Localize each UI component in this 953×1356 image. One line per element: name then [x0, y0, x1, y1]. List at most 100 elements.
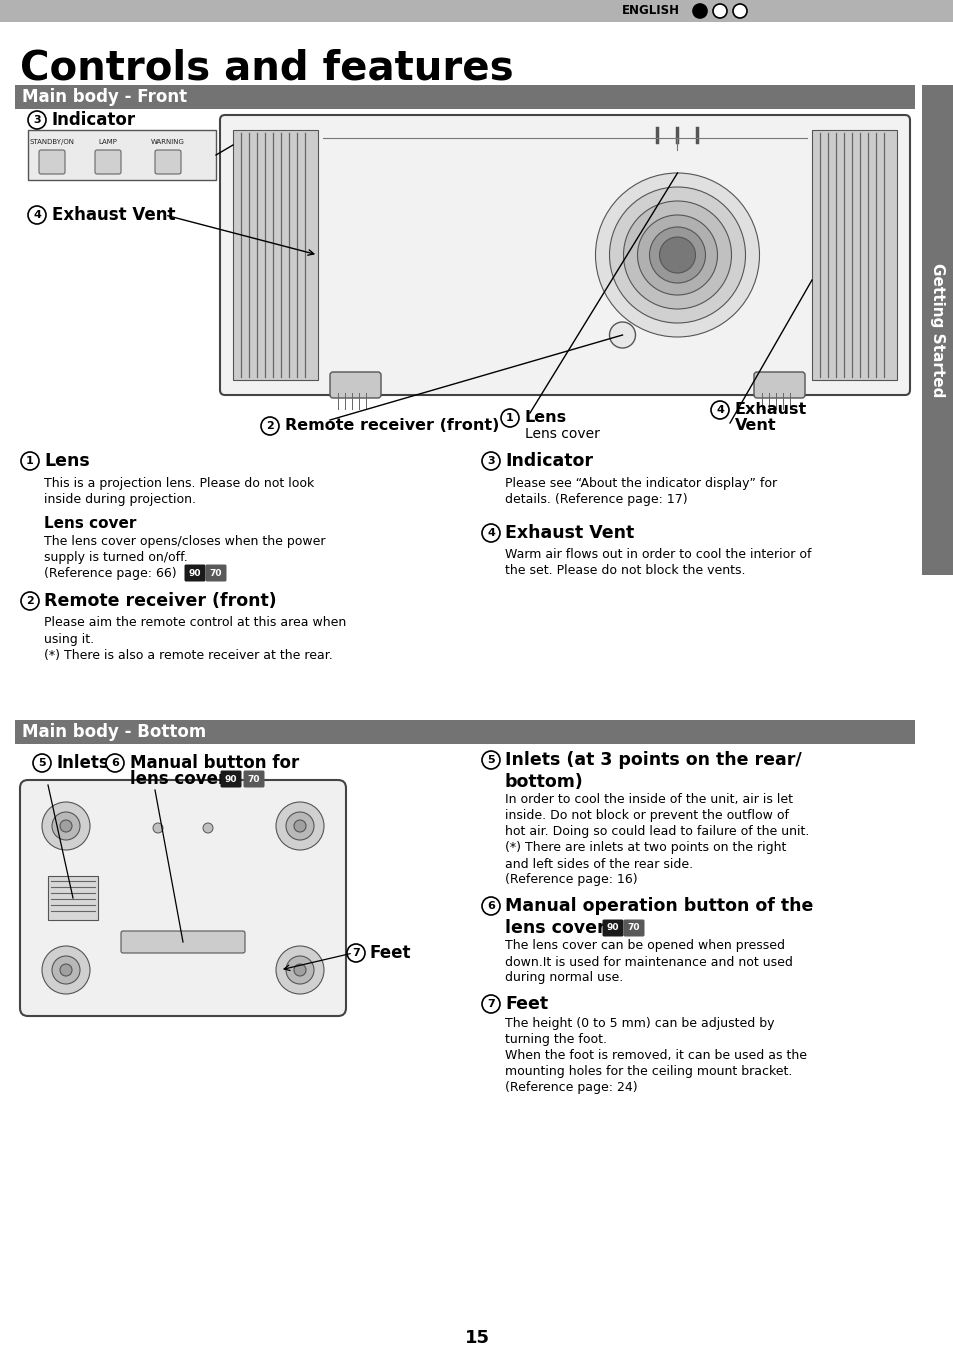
Text: Feet: Feet	[504, 995, 548, 1013]
Text: LAMP: LAMP	[98, 140, 117, 145]
FancyBboxPatch shape	[154, 151, 181, 174]
Text: The height (0 to 5 mm) can be adjusted by: The height (0 to 5 mm) can be adjusted b…	[504, 1017, 774, 1031]
Text: ENGLISH: ENGLISH	[621, 4, 679, 18]
Text: Inlets: Inlets	[57, 754, 110, 772]
FancyBboxPatch shape	[220, 770, 241, 788]
Circle shape	[609, 321, 635, 348]
Text: Main body - Bottom: Main body - Bottom	[22, 723, 206, 740]
Text: 3: 3	[33, 115, 41, 125]
Text: Exhaust: Exhaust	[734, 403, 806, 418]
Circle shape	[261, 418, 278, 435]
Text: inside during projection.: inside during projection.	[44, 492, 195, 506]
Text: Lens: Lens	[44, 452, 90, 471]
Text: (Reference page: 16): (Reference page: 16)	[504, 873, 637, 887]
Text: 90: 90	[189, 568, 201, 578]
Circle shape	[692, 4, 706, 18]
Text: Please see “About the indicator display” for: Please see “About the indicator display”…	[504, 476, 777, 490]
Text: Exhaust Vent: Exhaust Vent	[504, 523, 634, 542]
Text: The lens cover opens/closes when the power: The lens cover opens/closes when the pow…	[44, 534, 325, 548]
Text: Exhaust Vent: Exhaust Vent	[52, 206, 175, 224]
Text: lens cover: lens cover	[504, 919, 605, 937]
Text: Lens: Lens	[524, 411, 566, 426]
Text: Feet: Feet	[370, 944, 411, 961]
Circle shape	[275, 946, 324, 994]
Text: supply is turned on/off.: supply is turned on/off.	[44, 551, 188, 564]
Circle shape	[28, 206, 46, 224]
Text: down.It is used for maintenance and not used: down.It is used for maintenance and not …	[504, 956, 792, 968]
Text: (*) There are inlets at two points on the right: (*) There are inlets at two points on th…	[504, 842, 785, 854]
Text: 70: 70	[248, 774, 260, 784]
Circle shape	[595, 174, 759, 338]
Circle shape	[294, 820, 306, 833]
Circle shape	[286, 956, 314, 984]
Circle shape	[203, 823, 213, 833]
Circle shape	[481, 751, 499, 769]
Text: Indicator: Indicator	[52, 111, 136, 129]
Text: STANDBY/ON: STANDBY/ON	[30, 140, 74, 145]
Text: using it.: using it.	[44, 632, 94, 645]
FancyBboxPatch shape	[330, 372, 380, 399]
Text: details. (Reference page: 17): details. (Reference page: 17)	[504, 492, 687, 506]
Text: 90: 90	[606, 923, 618, 933]
Text: Main body - Front: Main body - Front	[22, 88, 187, 106]
FancyBboxPatch shape	[28, 130, 215, 180]
Text: Manual button for: Manual button for	[130, 754, 299, 772]
Circle shape	[712, 4, 726, 18]
Bar	[811, 130, 896, 380]
Text: 2: 2	[266, 420, 274, 431]
Circle shape	[21, 593, 39, 610]
Text: WARNING: WARNING	[151, 140, 185, 145]
Text: 4: 4	[487, 527, 495, 538]
Circle shape	[60, 964, 71, 976]
Circle shape	[106, 754, 124, 772]
Circle shape	[623, 201, 731, 309]
Circle shape	[481, 995, 499, 1013]
Circle shape	[649, 226, 705, 283]
Circle shape	[52, 956, 80, 984]
Text: The lens cover can be opened when pressed: The lens cover can be opened when presse…	[504, 940, 784, 952]
Text: hot air. Doing so could lead to failure of the unit.: hot air. Doing so could lead to failure …	[504, 826, 808, 838]
Text: Controls and features: Controls and features	[20, 47, 513, 88]
Circle shape	[294, 964, 306, 976]
FancyBboxPatch shape	[602, 919, 623, 937]
Text: Getting Started: Getting Started	[929, 263, 944, 397]
Bar	[15, 85, 914, 108]
Text: mounting holes for the ceiling mount bracket.: mounting holes for the ceiling mount bra…	[504, 1066, 792, 1078]
FancyBboxPatch shape	[121, 932, 245, 953]
Text: turning the foot.: turning the foot.	[504, 1033, 606, 1047]
Text: Lens cover: Lens cover	[44, 515, 136, 530]
Text: Please aim the remote control at this area when: Please aim the remote control at this ar…	[44, 617, 346, 629]
FancyBboxPatch shape	[95, 151, 121, 174]
FancyBboxPatch shape	[753, 372, 804, 399]
Circle shape	[42, 946, 90, 994]
Text: inside. Do not block or prevent the outflow of: inside. Do not block or prevent the outf…	[504, 810, 788, 823]
Text: 6: 6	[111, 758, 119, 767]
Circle shape	[42, 801, 90, 850]
FancyBboxPatch shape	[20, 780, 346, 1016]
Text: bottom): bottom)	[504, 773, 583, 791]
Circle shape	[152, 823, 163, 833]
FancyBboxPatch shape	[243, 770, 264, 788]
Text: the set. Please do not block the vents.: the set. Please do not block the vents.	[504, 564, 744, 578]
Circle shape	[732, 4, 746, 18]
Bar	[233, 130, 317, 380]
Text: lens cover: lens cover	[130, 770, 226, 788]
Text: Remote receiver (front): Remote receiver (front)	[44, 593, 276, 610]
Text: and left sides of the rear side.: and left sides of the rear side.	[504, 857, 693, 871]
Circle shape	[21, 452, 39, 471]
FancyBboxPatch shape	[220, 115, 909, 395]
Circle shape	[52, 812, 80, 839]
Text: (*) There is also a remote receiver at the rear.: (*) There is also a remote receiver at t…	[44, 648, 333, 662]
FancyBboxPatch shape	[184, 564, 205, 582]
Text: 7: 7	[487, 999, 495, 1009]
Circle shape	[500, 410, 518, 427]
Circle shape	[286, 812, 314, 839]
Circle shape	[28, 111, 46, 129]
Bar	[15, 720, 914, 744]
Circle shape	[710, 401, 728, 419]
FancyBboxPatch shape	[205, 564, 226, 582]
Text: 5: 5	[38, 758, 46, 767]
Text: (Reference page: 66): (Reference page: 66)	[44, 567, 176, 579]
Circle shape	[637, 216, 717, 296]
Text: Indicator: Indicator	[504, 452, 593, 471]
